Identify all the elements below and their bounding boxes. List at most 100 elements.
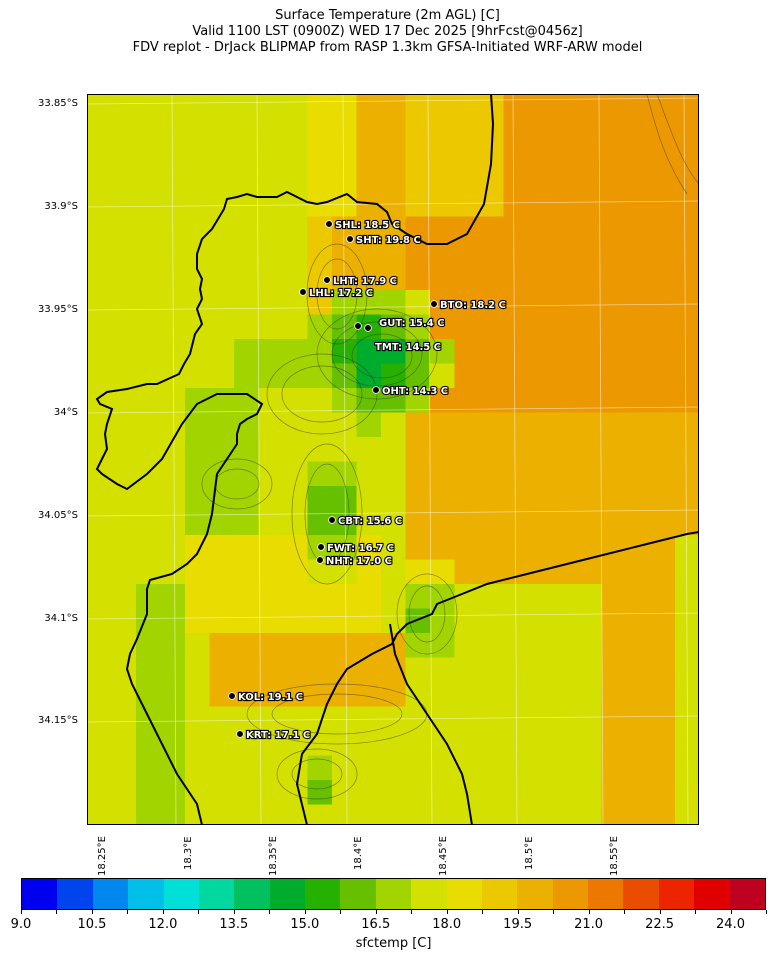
grid-cell xyxy=(454,192,480,218)
grid-cell xyxy=(209,731,235,757)
colorbar-tick-label: 13.5 xyxy=(219,917,249,932)
grid-cell xyxy=(577,706,603,732)
grid-cell xyxy=(626,241,652,267)
colorbar-tick xyxy=(588,910,590,914)
grid-cell xyxy=(87,265,113,291)
grid-cell xyxy=(209,706,235,732)
grid-cell xyxy=(601,584,627,610)
graticule-lines xyxy=(87,94,699,825)
colorbar-segment xyxy=(623,879,659,909)
chart-subtitle-source: FDV replot - DrJack BLIPMAP from RASP 1.… xyxy=(132,40,643,55)
grid-cell xyxy=(381,731,407,757)
grid-cell xyxy=(601,118,627,144)
grid-cell xyxy=(209,241,235,267)
grid-cell xyxy=(381,755,407,781)
grid-cell xyxy=(577,731,603,757)
grid-cell xyxy=(381,118,407,144)
grid-cell xyxy=(479,216,505,242)
grid-cell xyxy=(234,216,260,242)
grid-cell xyxy=(111,363,137,389)
grid-cell xyxy=(111,314,137,340)
grid-cell xyxy=(234,486,260,512)
grid-cell xyxy=(626,731,652,757)
grid-cell xyxy=(601,192,627,218)
station-label: OHT: 14.3 C xyxy=(382,386,448,397)
grid-cell xyxy=(234,363,260,389)
grid-cell xyxy=(405,216,431,242)
grid-cell xyxy=(650,657,676,683)
grid-cell xyxy=(577,608,603,634)
grid-cell xyxy=(577,657,603,683)
grid-cell xyxy=(650,608,676,634)
grid-cell xyxy=(552,412,578,438)
station-label: GUT: 15.4 C xyxy=(379,318,445,329)
grid-cell xyxy=(234,633,260,659)
grid-cell xyxy=(601,94,627,120)
grid-cell xyxy=(136,633,162,659)
grid-cell xyxy=(87,804,113,825)
grid-cell xyxy=(675,143,699,169)
grid-cell xyxy=(675,314,699,340)
grid-cell xyxy=(626,780,652,806)
grid-cell xyxy=(356,804,382,825)
y-tick-label: 34.1°S xyxy=(44,613,78,624)
grid-cell xyxy=(381,461,407,487)
grid-cell xyxy=(528,143,554,169)
grid-cell xyxy=(87,633,113,659)
grid-cell xyxy=(258,535,284,561)
grid-cell xyxy=(185,192,211,218)
grid-cell xyxy=(307,339,333,365)
grid-cell xyxy=(626,290,652,316)
grid-cell xyxy=(675,388,699,414)
grid-cell xyxy=(405,780,431,806)
grid-cell xyxy=(454,412,480,438)
station-label: BTO: 18.2 C xyxy=(440,300,506,311)
grid-cell xyxy=(234,143,260,169)
grid-cell xyxy=(479,241,505,267)
grid-cell xyxy=(111,804,137,825)
grid-cell xyxy=(356,241,382,267)
grid-cell xyxy=(552,437,578,463)
grid-cell xyxy=(234,706,260,732)
grid-cell xyxy=(136,755,162,781)
colorbar-tick xyxy=(127,910,129,914)
grid-cell xyxy=(111,755,137,781)
grid-cell xyxy=(381,412,407,438)
grid-cell xyxy=(258,804,284,825)
grid-cell xyxy=(675,804,699,825)
grid-cell xyxy=(185,682,211,708)
grid-cell xyxy=(258,437,284,463)
grid-cell xyxy=(283,118,309,144)
grid-cell xyxy=(356,608,382,634)
colorbar-segment xyxy=(92,879,129,909)
grid-cell xyxy=(185,314,211,340)
grid-cell xyxy=(528,755,554,781)
grid-cell xyxy=(626,192,652,218)
grid-cell xyxy=(430,437,456,463)
grid-cell xyxy=(307,608,333,634)
grid-cell xyxy=(258,657,284,683)
grid-cell xyxy=(209,363,235,389)
grid-cell xyxy=(430,118,456,144)
grid-cell xyxy=(258,461,284,487)
grid-cell xyxy=(405,731,431,757)
grid-cell xyxy=(552,682,578,708)
colorbar-tick-label: 15.0 xyxy=(290,917,320,932)
colorbar-tick-label: 10.5 xyxy=(77,917,107,932)
grid-cell xyxy=(577,461,603,487)
y-tick-label: 34.15°S xyxy=(38,715,78,726)
grid-cell xyxy=(283,584,309,610)
grid-cell xyxy=(332,535,358,561)
grid-cell xyxy=(405,559,431,585)
grid-cell xyxy=(356,143,382,169)
grid-cell xyxy=(185,388,211,414)
grid-cell xyxy=(650,682,676,708)
grid-cell xyxy=(552,167,578,193)
grid-cell xyxy=(601,363,627,389)
grid-cell xyxy=(209,437,235,463)
grid-cell xyxy=(650,118,676,144)
grid-cell xyxy=(503,363,529,389)
grid-cell xyxy=(626,412,652,438)
colorbar-segment xyxy=(128,879,164,909)
grid-cell xyxy=(528,339,554,365)
